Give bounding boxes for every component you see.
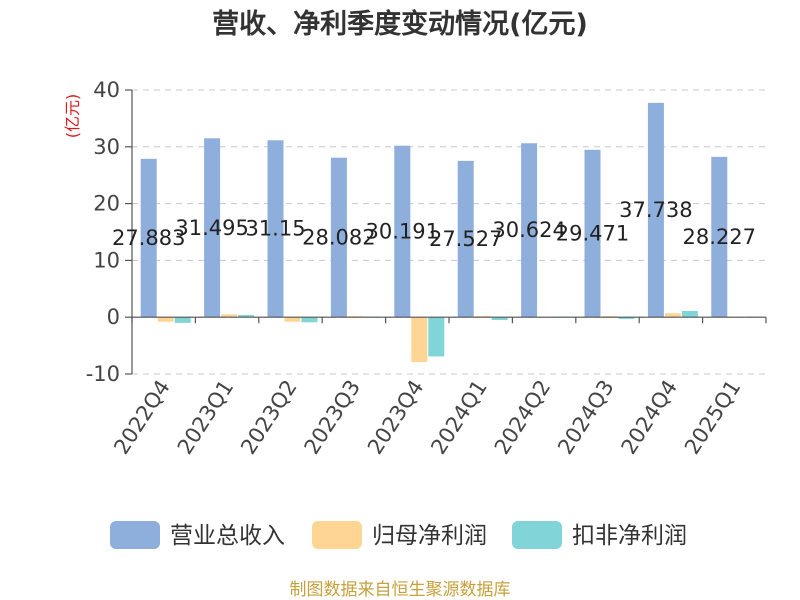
value-label-revenue: 27.527 [429,227,502,251]
legend-item-net-profit[interactable]: 归母净利润 [312,521,487,549]
y-tick-label: 20 [93,192,120,216]
bar-net-profit [411,317,428,363]
bar-deducted-net-profit [491,317,508,321]
legend-label-revenue: 营业总收入 [170,523,285,549]
y-tick-label: 0 [107,305,120,329]
bar-net-profit [221,314,238,318]
value-label-revenue: 28.227 [683,225,756,249]
bar-deducted-net-profit [618,317,635,319]
bar-revenue [647,102,664,318]
legend-swatch-revenue [110,521,160,549]
bar-deducted-net-profit [174,317,191,323]
legend-label-deducted-net-profit: 扣非净利润 [572,523,687,549]
source-note: 制图数据来自恒生聚源数据库 [290,580,511,600]
bar-net-profit [664,313,681,318]
bar-deducted-net-profit [238,314,255,318]
legend-item-revenue[interactable]: 营业总收入 [110,521,285,549]
bar-revenue [584,149,601,318]
value-labels: 27.88331.49531.1528.08230.19127.52730.62… [112,198,756,251]
value-label-revenue: 37.738 [619,198,692,222]
bar-revenue [330,157,347,318]
y-tick-label: 30 [93,135,120,159]
bar-deducted-net-profit [428,317,445,357]
bar-revenue [394,145,411,318]
value-label-revenue: 29.471 [556,222,629,246]
y-axis-label: (亿元) [63,94,82,139]
y-tick-label: 40 [93,78,120,102]
bar-revenue [267,140,284,318]
legend-swatch-net-profit [312,521,362,549]
value-label-revenue: 31.495 [175,216,248,240]
value-label-revenue: 30.624 [492,218,565,242]
bar-deducted-net-profit [681,310,698,318]
value-label-revenue: 31.15 [245,217,305,241]
value-label-revenue: 28.082 [302,225,375,249]
axes [125,89,767,375]
legend-label-net-profit: 归母净利润 [372,523,487,549]
bar-revenue [457,160,474,318]
value-label-revenue: 30.191 [366,219,439,243]
legend-item-deducted-net-profit[interactable]: 扣非净利润 [512,521,687,549]
bar-net-profit [284,317,301,322]
bar-net-profit [157,317,174,322]
y-tick-label: 10 [93,248,120,272]
legend: 营业总收入 归母净利润 扣非净利润 [110,521,687,549]
y-axis-ticks: -10 0 10 20 30 40 [86,78,120,386]
bar-revenue [521,143,538,318]
chart-title: 营收、净利季度变动情况(亿元) [212,8,588,40]
value-label-revenue: 27.883 [112,226,185,250]
legend-swatch-deducted-net-profit [512,521,562,549]
y-tick-label: -10 [86,362,120,386]
bar-revenue [711,156,728,318]
bar-deducted-net-profit [301,317,318,323]
bar-revenue [140,158,157,318]
bar-revenue [204,138,221,318]
